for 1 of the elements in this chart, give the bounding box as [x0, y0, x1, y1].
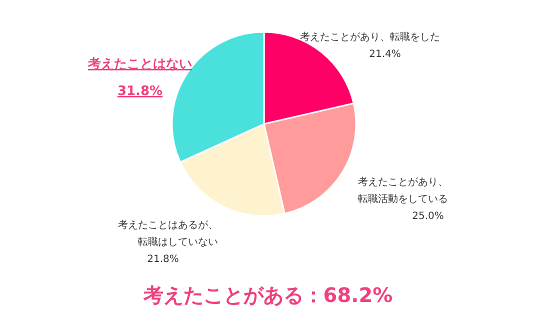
- annotation: 考えたことがある：68.2%: [143, 283, 393, 307]
